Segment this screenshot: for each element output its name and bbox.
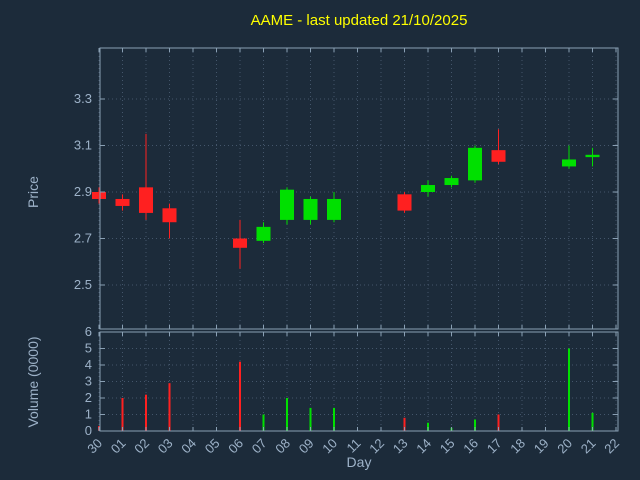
price-tick-label: 2.5 <box>74 277 92 292</box>
chart-series <box>92 129 600 431</box>
candle-body <box>562 159 576 167</box>
gridlines <box>98 48 618 432</box>
candle-body <box>139 187 153 213</box>
day-tick-label: 13 <box>390 436 411 457</box>
day-tick-label: 04 <box>178 436 199 457</box>
day-tick-label: 19 <box>531 436 552 457</box>
day-tick-label: 20 <box>554 436 575 457</box>
candle-body <box>421 185 435 192</box>
x-axis-label: Day <box>347 454 372 470</box>
day-tick-label: 15 <box>437 436 458 457</box>
day-tick-label: 06 <box>225 436 246 457</box>
candle-body <box>280 189 294 220</box>
price-tick-label: 3.1 <box>74 138 92 153</box>
volume-axis-label: Volume (0000) <box>25 336 41 427</box>
day-tick-label: 21 <box>578 436 599 457</box>
candle-body <box>491 150 506 162</box>
price-axis-label: Price <box>25 176 41 208</box>
day-tick-label: 07 <box>249 436 270 457</box>
price-tick-label: 3.3 <box>74 91 92 106</box>
volume-tick-label: 2 <box>85 390 92 405</box>
candle-body <box>92 192 106 199</box>
price-tick-label: 2.9 <box>74 184 92 199</box>
volume-tick-label: 4 <box>85 357 92 372</box>
day-tick-label: 30 <box>84 436 105 457</box>
day-tick-label: 08 <box>272 436 293 457</box>
candle-body <box>256 226 271 241</box>
day-tick-label: 17 <box>484 436 505 457</box>
volume-tick-label: 0 <box>85 423 92 438</box>
candle-body <box>233 238 247 248</box>
panel-border <box>99 47 619 330</box>
volume-tick-label: 3 <box>85 374 92 389</box>
day-tick-label: 11 <box>343 436 363 456</box>
candle-body <box>327 198 341 220</box>
candle-body <box>444 178 459 186</box>
candle-body <box>303 198 318 220</box>
chart-title: AAME - last updated 21/10/2025 <box>250 12 468 29</box>
day-tick-label: 18 <box>507 436 528 457</box>
day-tick-label: 03 <box>155 436 176 457</box>
price-tick-label: 2.7 <box>74 231 92 246</box>
day-tick-label: 01 <box>108 436 129 457</box>
volume-tick-label: 6 <box>85 324 92 339</box>
chart-frame <box>98 47 619 432</box>
day-tick-label: 14 <box>413 436 434 457</box>
candle-body <box>585 154 600 158</box>
volume-tick-label: 5 <box>85 341 92 356</box>
day-tick-label: 22 <box>601 436 622 457</box>
volume-tick-label: 1 <box>85 407 92 422</box>
day-tick-label: 16 <box>460 436 481 457</box>
day-tick-label: 09 <box>296 436 317 457</box>
candle-body <box>468 147 482 181</box>
candle-body <box>162 208 177 223</box>
day-tick-label: 02 <box>131 436 152 457</box>
candle-body <box>115 198 130 206</box>
day-tick-label: 05 <box>202 436 223 457</box>
candle-body <box>397 194 412 211</box>
day-tick-label: 10 <box>319 436 340 457</box>
